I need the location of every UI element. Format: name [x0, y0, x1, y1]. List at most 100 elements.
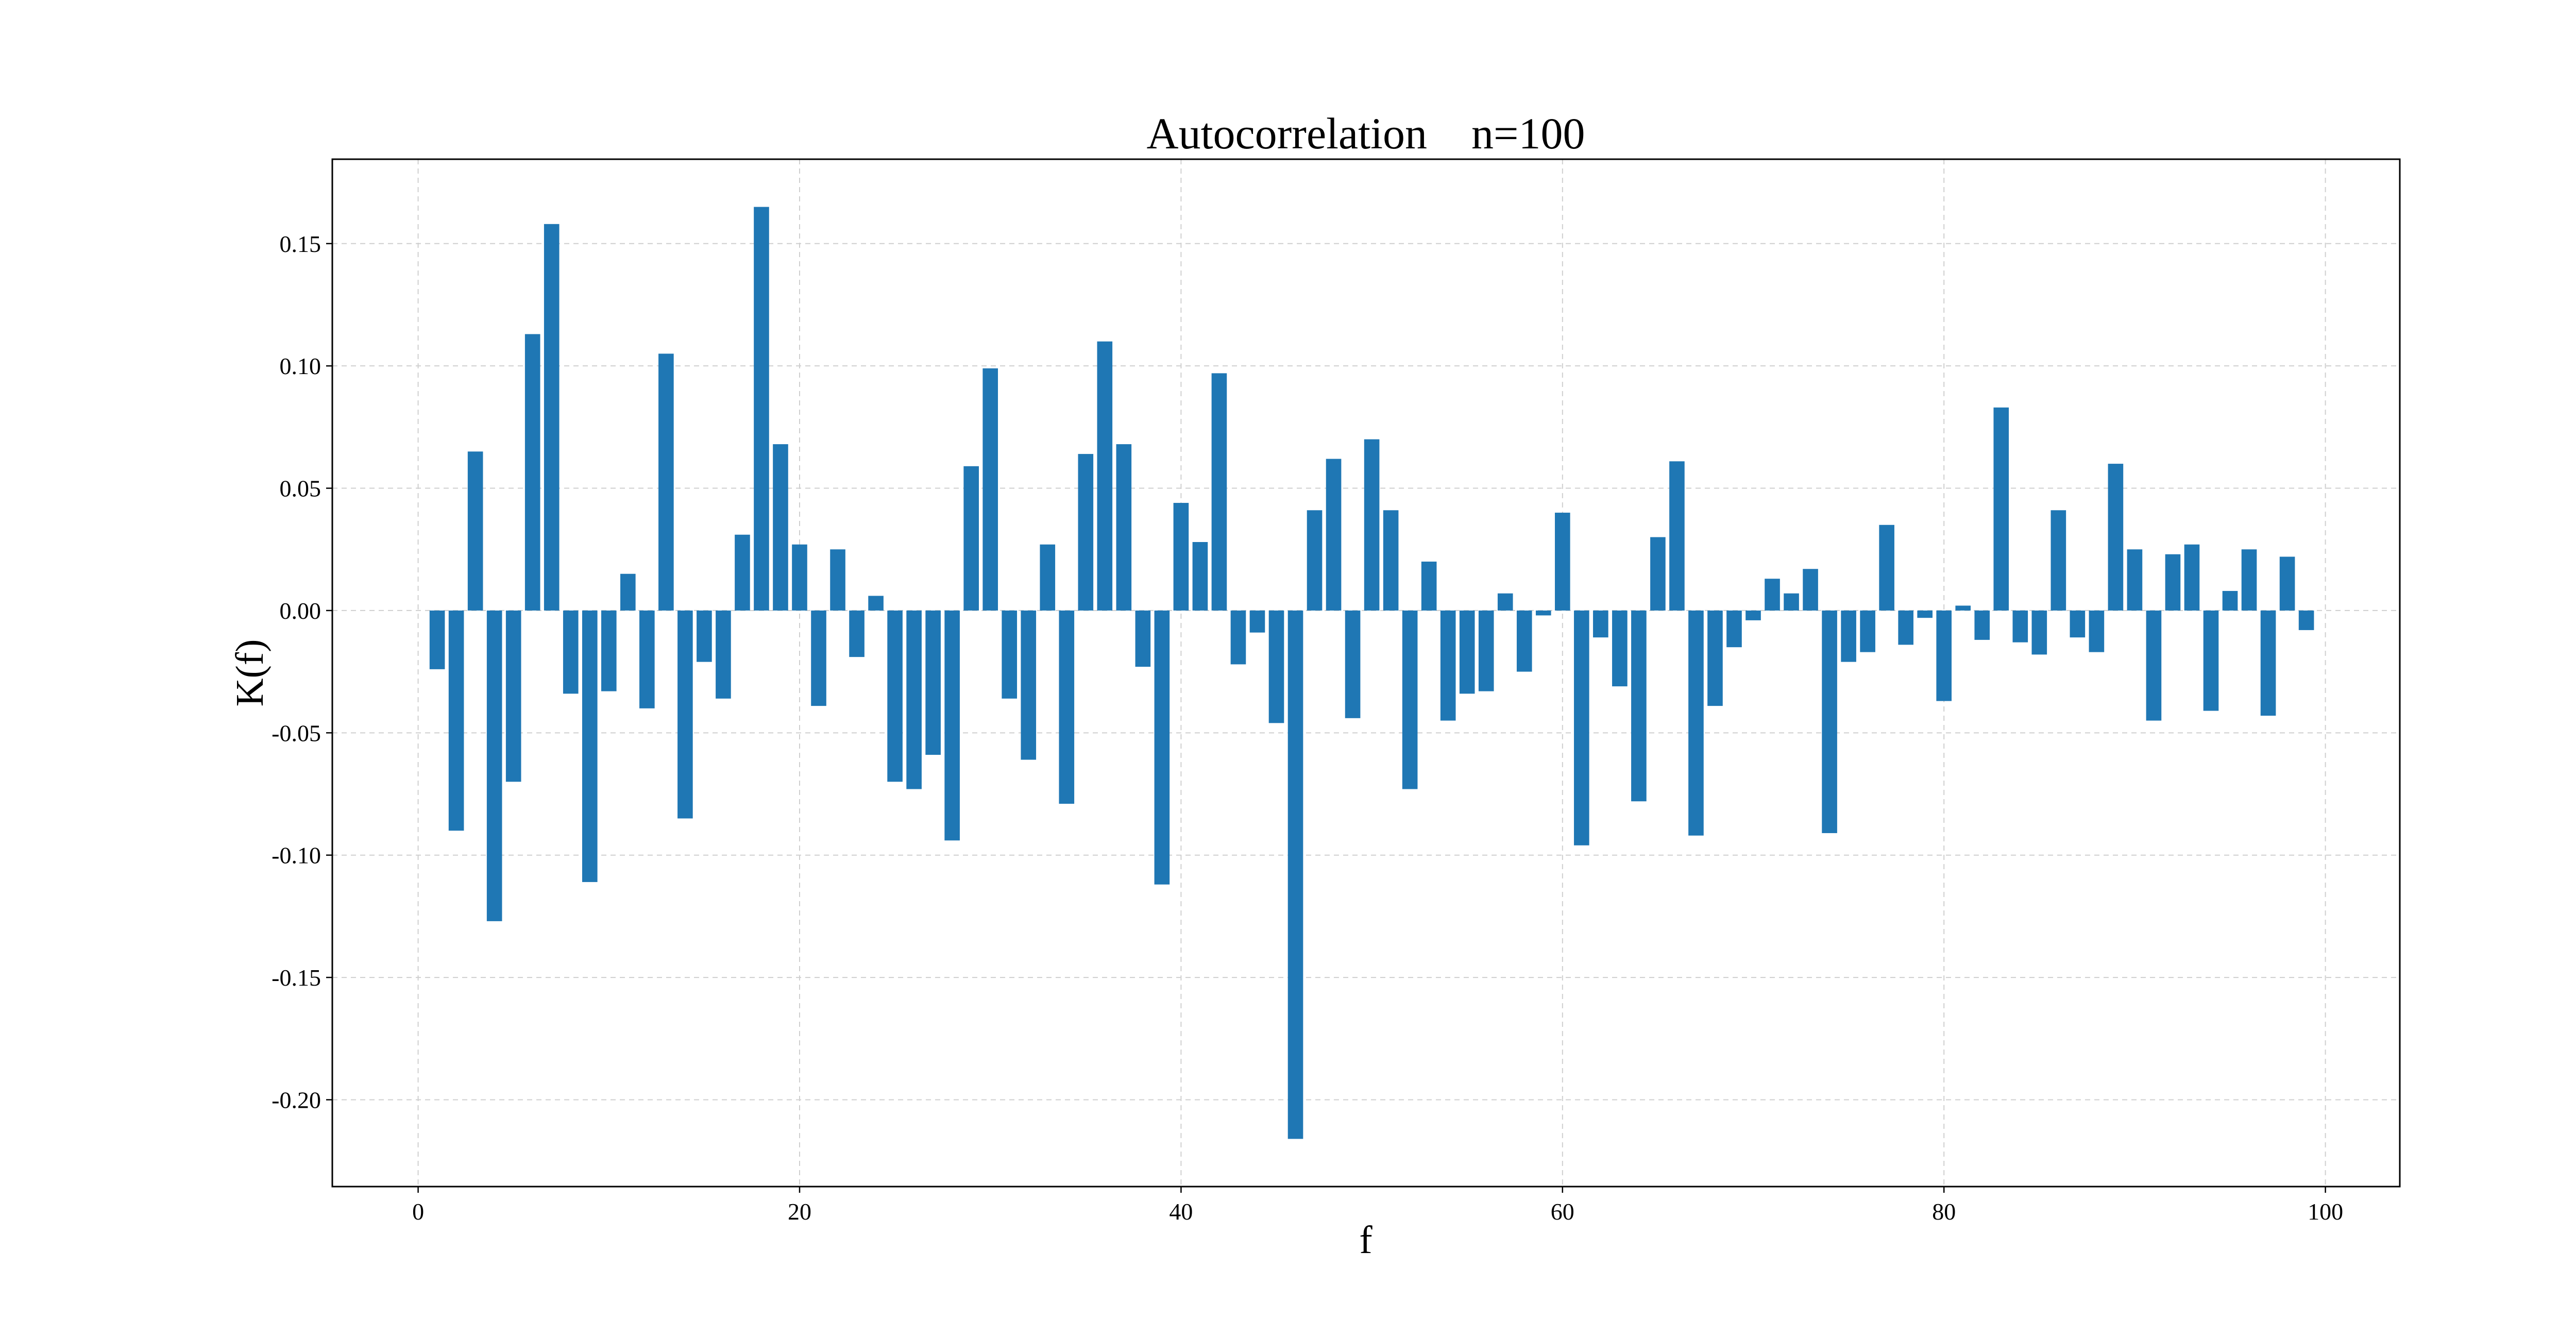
- bar-f-65: [1650, 537, 1666, 611]
- x-tick-label: 20: [788, 1198, 811, 1225]
- bar-f-92: [2165, 554, 2181, 611]
- bar-f-49: [1345, 610, 1361, 718]
- bar-f-13: [658, 353, 674, 611]
- bar-f-32: [1021, 610, 1037, 760]
- bar-f-76: [1860, 610, 1875, 652]
- bar-f-28: [944, 610, 960, 841]
- y-tick-label: -0.05: [272, 720, 321, 746]
- bar-f-17: [735, 534, 750, 611]
- bar-f-93: [2184, 544, 2200, 611]
- x-tick-label: 100: [2308, 1198, 2343, 1225]
- bar-f-59: [1535, 610, 1551, 616]
- bar-f-20: [792, 544, 807, 611]
- bar-f-79: [1917, 610, 1933, 618]
- bar-f-44: [1249, 610, 1265, 633]
- bar-f-91: [2146, 610, 2162, 721]
- bar-f-77: [1879, 525, 1894, 611]
- y-tick-label: -0.15: [272, 965, 321, 991]
- bar-f-30: [982, 368, 998, 611]
- bar-f-72: [1784, 593, 1799, 611]
- bar-f-99: [2298, 610, 2314, 630]
- bar-f-27: [925, 610, 941, 755]
- bar-f-81: [1955, 605, 1971, 611]
- bar-f-10: [601, 610, 617, 691]
- y-tick-label: 0.00: [280, 598, 321, 624]
- y-tick-label: -0.10: [272, 842, 321, 869]
- bar-f-87: [2070, 610, 2086, 638]
- bar-f-70: [1745, 610, 1761, 620]
- y-axis-label: K(f): [228, 639, 272, 707]
- bar-f-23: [849, 610, 865, 657]
- bar-f-84: [2012, 610, 2028, 642]
- bar-f-63: [1612, 610, 1628, 687]
- bar-f-36: [1097, 341, 1113, 611]
- bar-f-80: [1936, 610, 1952, 701]
- bar-f-86: [2050, 510, 2066, 611]
- bar-f-12: [639, 610, 655, 708]
- bar-f-16: [716, 610, 731, 699]
- bar-f-33: [1040, 544, 1056, 611]
- bar-f-50: [1364, 439, 1380, 611]
- bar-f-1: [429, 610, 445, 669]
- bar-f-53: [1421, 561, 1437, 611]
- bar-f-94: [2203, 610, 2219, 711]
- bar-f-85: [2031, 610, 2047, 655]
- bar-f-73: [1803, 569, 1818, 611]
- bar-f-4: [486, 610, 502, 921]
- bar-f-54: [1440, 610, 1456, 721]
- bar-f-38: [1135, 610, 1151, 667]
- bar-f-3: [467, 451, 483, 611]
- bar-f-39: [1154, 610, 1170, 885]
- bar-f-61: [1574, 610, 1589, 845]
- bar-f-88: [2089, 610, 2105, 652]
- bar-f-34: [1059, 610, 1075, 804]
- bar-f-15: [697, 610, 712, 662]
- bar-f-95: [2222, 590, 2238, 611]
- bar-f-8: [563, 610, 579, 694]
- x-axis-label: f: [1359, 1219, 1372, 1262]
- bar-f-37: [1116, 444, 1132, 611]
- bar-f-14: [677, 610, 693, 819]
- bar-f-18: [754, 207, 769, 611]
- bar-f-75: [1841, 610, 1856, 662]
- plot-frame: [331, 158, 2401, 1188]
- bar-f-24: [868, 596, 884, 611]
- bar-f-48: [1326, 459, 1342, 611]
- bar-f-41: [1192, 542, 1208, 611]
- bar-f-7: [544, 224, 560, 611]
- bar-f-46: [1287, 610, 1303, 1139]
- bar-f-9: [582, 610, 598, 882]
- x-axis-ticks: 0 20 40 60 80 100: [412, 1187, 2343, 1225]
- bar-f-31: [1002, 610, 1018, 699]
- bar-f-71: [1765, 579, 1780, 611]
- bar-f-11: [620, 573, 636, 611]
- bar-f-56: [1478, 610, 1494, 691]
- bar-f-90: [2127, 549, 2143, 611]
- bar-f-2: [448, 610, 464, 831]
- bar-f-98: [2279, 556, 2295, 611]
- bar-f-67: [1688, 610, 1704, 836]
- bar-f-51: [1383, 510, 1399, 611]
- x-tick-label: 40: [1169, 1198, 1193, 1225]
- bar-f-25: [887, 610, 903, 782]
- bar-f-68: [1707, 610, 1723, 706]
- bar-f-6: [524, 334, 540, 611]
- bar-f-21: [811, 610, 826, 706]
- bar-f-89: [2108, 464, 2124, 611]
- bar-f-66: [1669, 461, 1685, 611]
- bar-f-45: [1268, 610, 1284, 723]
- bar-f-78: [1898, 610, 1913, 645]
- bar-f-5: [505, 610, 521, 782]
- y-tick-label: 0.15: [280, 231, 321, 257]
- bar-f-82: [1974, 610, 1990, 640]
- y-tick-label: 0.05: [280, 476, 321, 502]
- bar-f-62: [1593, 610, 1608, 638]
- x-tick-label: 60: [1551, 1198, 1574, 1225]
- bar-f-58: [1516, 610, 1532, 672]
- bar-f-69: [1726, 610, 1742, 648]
- bar-f-35: [1078, 454, 1094, 611]
- bar-f-57: [1497, 593, 1513, 611]
- y-axis-ticks: -0.20 -0.15 -0.10 -0.05 0.00 0.05 0.10 0.15: [272, 231, 332, 1113]
- bar-f-19: [773, 444, 788, 611]
